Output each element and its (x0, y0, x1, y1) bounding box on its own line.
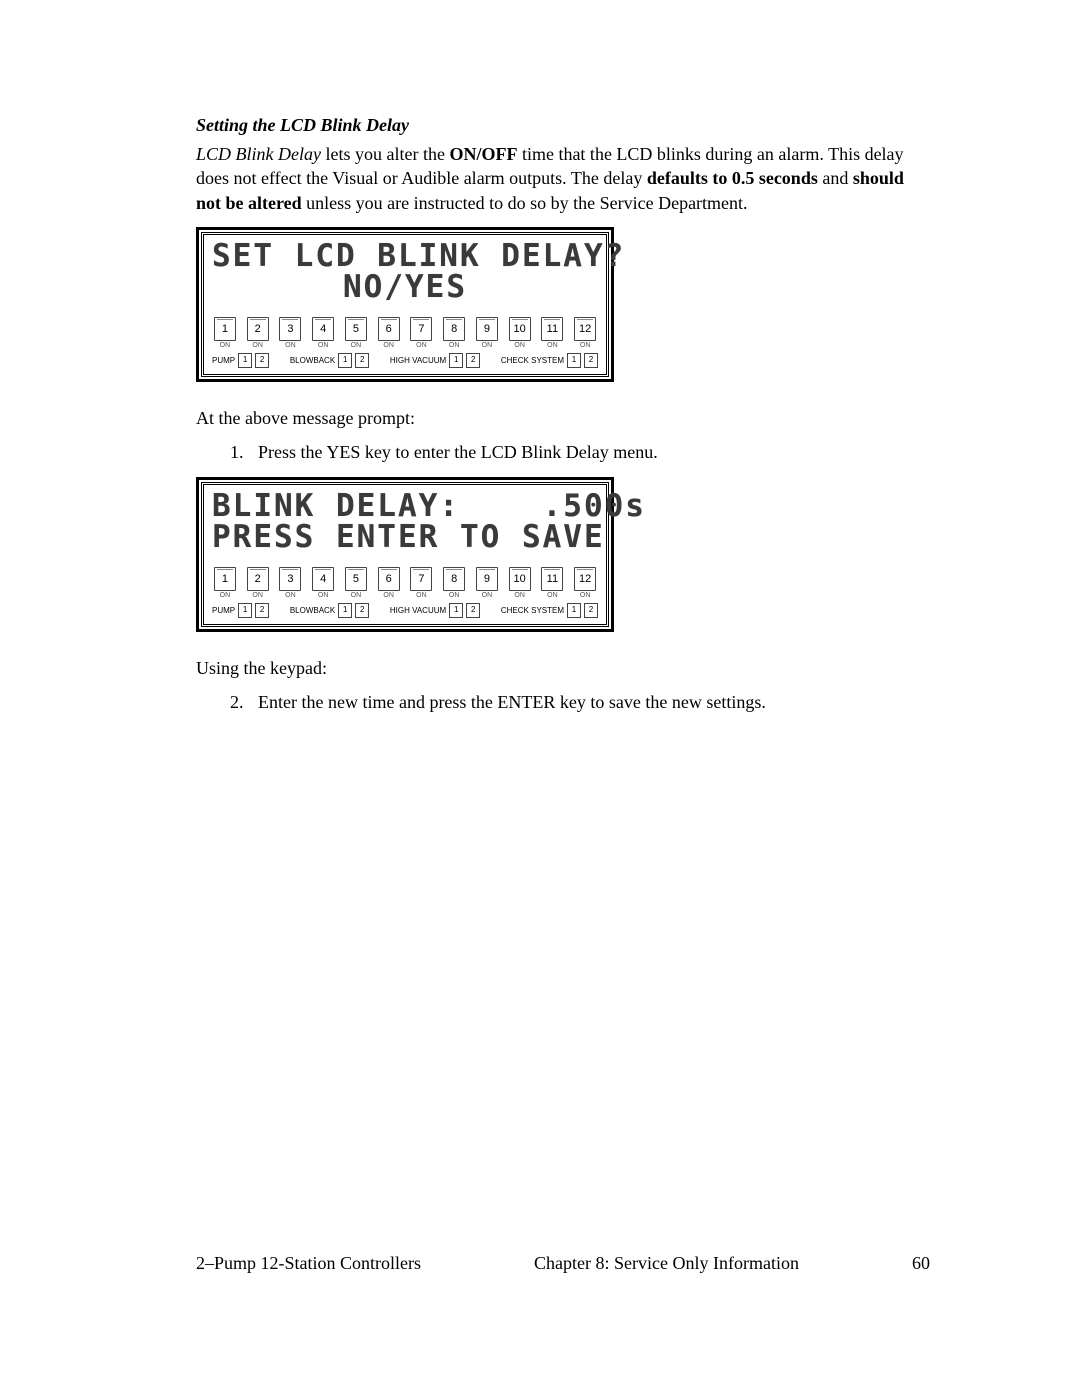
step-1: Press the YES key to enter the LCD Blink… (248, 442, 930, 463)
step-2: Enter the new time and press the ENTER k… (248, 692, 930, 713)
key-11b[interactable]: 11 (541, 567, 563, 591)
bold-onoff: ON/OFF (449, 144, 517, 164)
lcd1-line1: SET LCD BLINK DELAY? (212, 241, 598, 272)
lcd-panel-2: BLINK DELAY: .500s PRESS ENTER TO SAVE 1… (196, 477, 614, 632)
key-2[interactable]: 2 (247, 317, 269, 341)
key-7[interactable]: 7 (410, 317, 432, 341)
highvac-label: HIGH VACUUM (390, 356, 446, 365)
key-2b[interactable]: 2 (247, 567, 269, 591)
key-6[interactable]: 6 (378, 317, 400, 341)
key-5b[interactable]: 5 (345, 567, 367, 591)
bold-default: defaults to 0.5 seconds (647, 168, 818, 188)
lcd1-line2: NO/YES (212, 272, 598, 303)
key-row-1: 1ON 2ON 3ON 4ON 5ON 6ON 7ON 8ON 9ON 10ON… (212, 317, 598, 349)
check-label: CHECK SYSTEM (501, 356, 564, 365)
key-3b[interactable]: 3 (279, 567, 301, 591)
key-8b[interactable]: 8 (443, 567, 465, 591)
key-1[interactable]: 1 (214, 317, 236, 341)
status-row-1: PUMP12 BLOWBACK12 HIGH VACUUM12 CHECK SY… (212, 353, 598, 368)
key-5[interactable]: 5 (345, 317, 367, 341)
key-10b[interactable]: 10 (509, 567, 531, 591)
blowback-label: BLOWBACK (290, 356, 335, 365)
key-12b[interactable]: 12 (574, 567, 596, 591)
key-7b[interactable]: 7 (410, 567, 432, 591)
key-3[interactable]: 3 (279, 317, 301, 341)
key-6b[interactable]: 6 (378, 567, 400, 591)
status-row-2: PUMP12 BLOWBACK12 HIGH VACUUM12 CHECK SY… (212, 603, 598, 618)
page-footer: 2–Pump 12-Station Controllers Chapter 8:… (196, 1253, 930, 1274)
key-4[interactable]: 4 (312, 317, 334, 341)
key-4b[interactable]: 4 (312, 567, 334, 591)
lcd2-line2: PRESS ENTER TO SAVE (212, 522, 598, 553)
keypad-text: Using the keypad: (196, 656, 930, 680)
pump-label: PUMP (212, 356, 235, 365)
key-1b[interactable]: 1 (214, 567, 236, 591)
key-12[interactable]: 12 (574, 317, 596, 341)
footer-left: 2–Pump 12-Station Controllers (196, 1253, 421, 1274)
minikey-1: 1 (238, 353, 252, 368)
lcd-panel-1: SET LCD BLINK DELAY? NO/YES 1ON 2ON 3ON … (196, 227, 614, 382)
key-9b[interactable]: 9 (476, 567, 498, 591)
key-8[interactable]: 8 (443, 317, 465, 341)
prompt-text: At the above message prompt: (196, 406, 930, 430)
heading: Setting the LCD Blink Delay (196, 115, 930, 136)
paragraph-1: LCD Blink Delay lets you alter the ON/OF… (196, 142, 930, 215)
key-10[interactable]: 10 (509, 317, 531, 341)
footer-right: 60 (912, 1253, 930, 1274)
lcd2-line1: BLINK DELAY: .500s (212, 491, 598, 522)
key-row-2: 1ON 2ON 3ON 4ON 5ON 6ON 7ON 8ON 9ON 10ON… (212, 567, 598, 599)
key-9[interactable]: 9 (476, 317, 498, 341)
footer-center: Chapter 8: Service Only Information (534, 1253, 799, 1274)
minikey-2: 2 (255, 353, 269, 368)
key-11[interactable]: 11 (541, 317, 563, 341)
italic-term: LCD Blink Delay (196, 144, 321, 164)
